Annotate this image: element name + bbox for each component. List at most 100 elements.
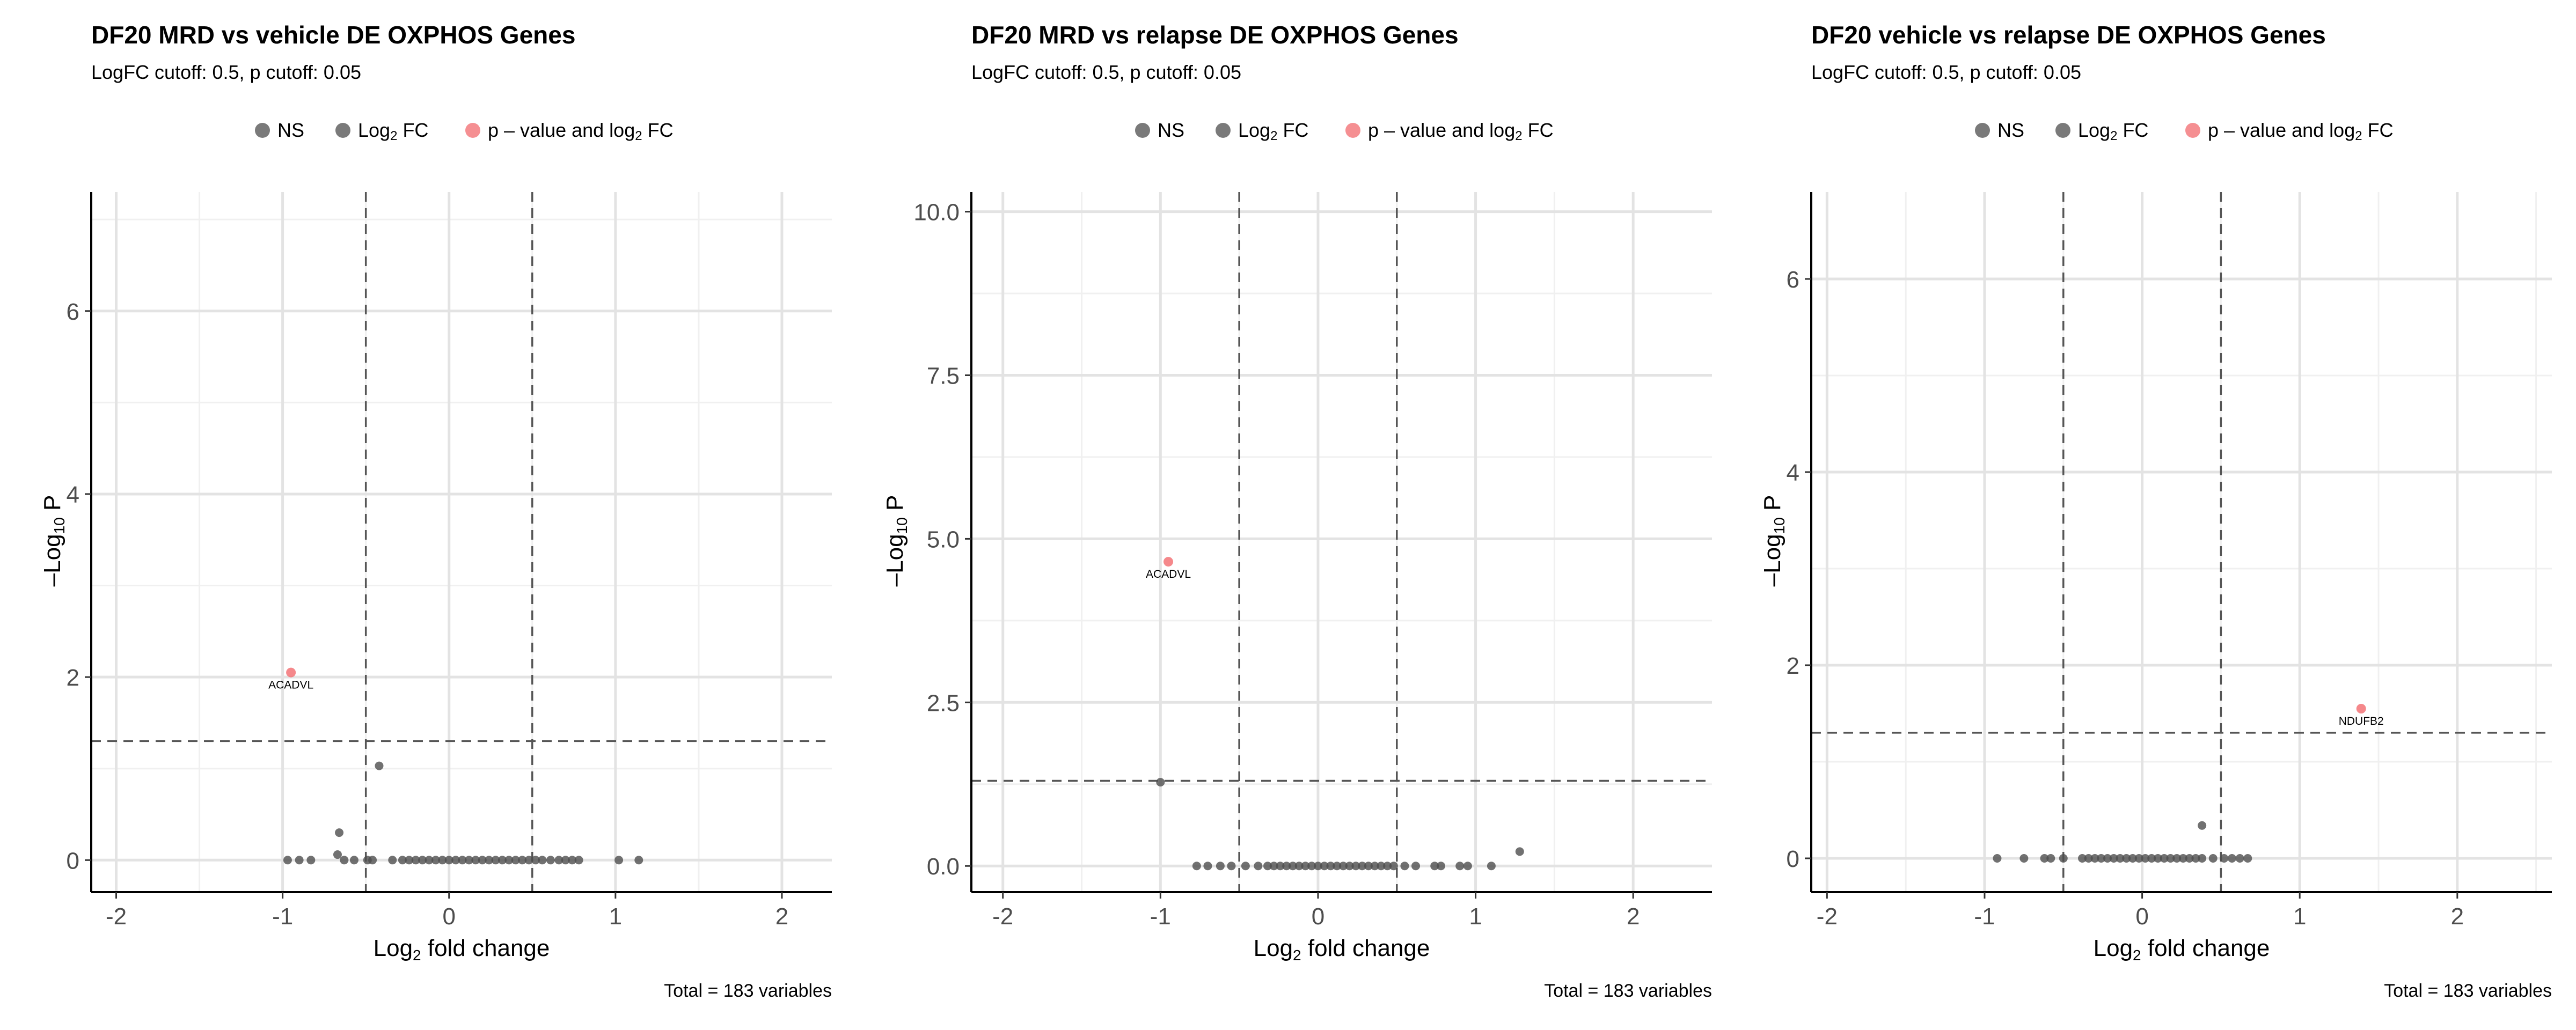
gene-point [1333,862,1342,871]
gene-point [1358,862,1367,871]
gene-point [2116,854,2125,863]
gene-point [431,856,440,865]
gene-point [1288,862,1297,871]
gene-point [1326,862,1335,871]
gene-point [2178,854,2187,863]
gene-point [471,856,480,865]
gene-point [574,856,583,865]
y-tick-label: 5.0 [927,526,960,553]
gene-point [425,856,434,865]
chart-caption: Total = 183 variables [2384,981,2552,1001]
gene-point [2153,854,2162,863]
volcano-panel-vehicle-vs-relapse: DF20 vehicle vs relapse DE OXPHOS Genes L… [1717,0,2576,1030]
x-tick-label: 2 [1627,903,1640,930]
y-tick-label: 6 [67,299,79,325]
chart-subtitle: LogFC cutoff: 0.5, p cutoff: 0.05 [971,61,1241,83]
y-axis-title: –Log10 P [39,495,68,586]
y-tick-label: 0 [67,848,79,874]
legend-label: NS [277,119,305,141]
x-tick-label: -2 [1817,903,1838,930]
gene-point [634,856,643,865]
x-tick-label: 2 [2451,903,2464,930]
gene-point [1269,862,1278,871]
gene-point [1276,862,1285,871]
legend-marker [465,123,480,138]
gene-point [2220,854,2229,863]
gene-point [2040,854,2049,863]
legend-label: Log2 FC [2078,119,2149,143]
gene-point [1307,862,1316,871]
x-tick-label: 0 [2135,903,2148,930]
chart-title: DF20 vehicle vs relapse DE OXPHOS Genes [1811,21,2326,49]
gene-point [349,856,358,865]
gene-label: ACADVL [268,679,313,691]
legend-marker [1216,123,1231,138]
gene-point [2141,854,2150,863]
x-tick-label: -2 [992,903,1013,930]
gene-point [1463,862,1472,871]
y-axis-title: –Log10 P [882,495,910,586]
gene-point [1515,847,1524,856]
gene-point [2090,854,2099,863]
gene-point [2198,821,2207,830]
gene-point [405,856,414,865]
legend-label: Log2 FC [1238,119,1309,143]
y-tick-label: 4 [67,482,79,508]
gene-point [1282,862,1291,871]
gene-point [1294,862,1304,871]
x-tick-label: -1 [272,903,293,930]
gene-point [1430,862,1439,871]
gene-point [2019,854,2029,863]
gene-point [2185,854,2194,863]
chart-subtitle: LogFC cutoff: 0.5, p cutoff: 0.05 [91,61,361,83]
gene-point [411,856,420,865]
chart-subtitle: LogFC cutoff: 0.5, p cutoff: 0.05 [1811,61,2081,83]
legend-label: NS [1158,119,1185,141]
y-axis-title: –Log10 P [1759,495,1788,586]
gene-point [1377,862,1386,871]
gene-point [1455,862,1465,871]
gene-point [485,856,494,865]
gene-point [1192,862,1201,871]
gene-point [2109,854,2118,863]
volcano-plot: -2 -1 0 1 2 0.0 2.5 5.0 7.5 10.0 ACADVL [913,192,1712,930]
gene-point [340,856,349,865]
gene-point [306,856,316,865]
gene-point [2160,854,2169,863]
gene-point [1301,862,1310,871]
gene-point [1313,862,1322,871]
gene-point [1203,862,1212,871]
gene-point [295,856,304,865]
gene-point [2243,854,2252,863]
gene-point [2198,854,2207,863]
x-tick-label: -1 [1150,903,1171,930]
x-tick-label: 1 [2293,903,2306,930]
gene-point [1370,862,1379,871]
legend-label: p – value and log2 FC [1368,119,1554,143]
y-tick-label: 4 [1787,460,1799,486]
gene-point [531,856,540,865]
gene-point [283,856,292,865]
gene-point [1156,778,1165,787]
significant-gene-point [1163,557,1174,567]
gene-point [1351,862,1360,871]
legend-marker [1345,123,1360,138]
chart-title: DF20 MRD vs relapse DE OXPHOS Genes [971,21,1459,49]
gene-point [2227,854,2236,863]
gene-point [1320,862,1329,871]
gene-point [554,856,564,865]
y-tick-label: 6 [1787,267,1799,293]
legend-marker [2055,123,2070,138]
x-tick-label: 0 [1312,903,1324,930]
gene-point [546,856,555,865]
gene-point [2046,854,2055,863]
gene-point [2235,854,2244,863]
gene-point [2103,854,2112,863]
gene-point [333,850,342,859]
gene-point [1364,862,1373,871]
y-tick-label: 2 [1787,653,1799,679]
legend-label: p – value and log2 FC [488,119,674,143]
gene-point [2122,854,2131,863]
gene-point [1241,862,1250,871]
gene-point [464,856,473,865]
